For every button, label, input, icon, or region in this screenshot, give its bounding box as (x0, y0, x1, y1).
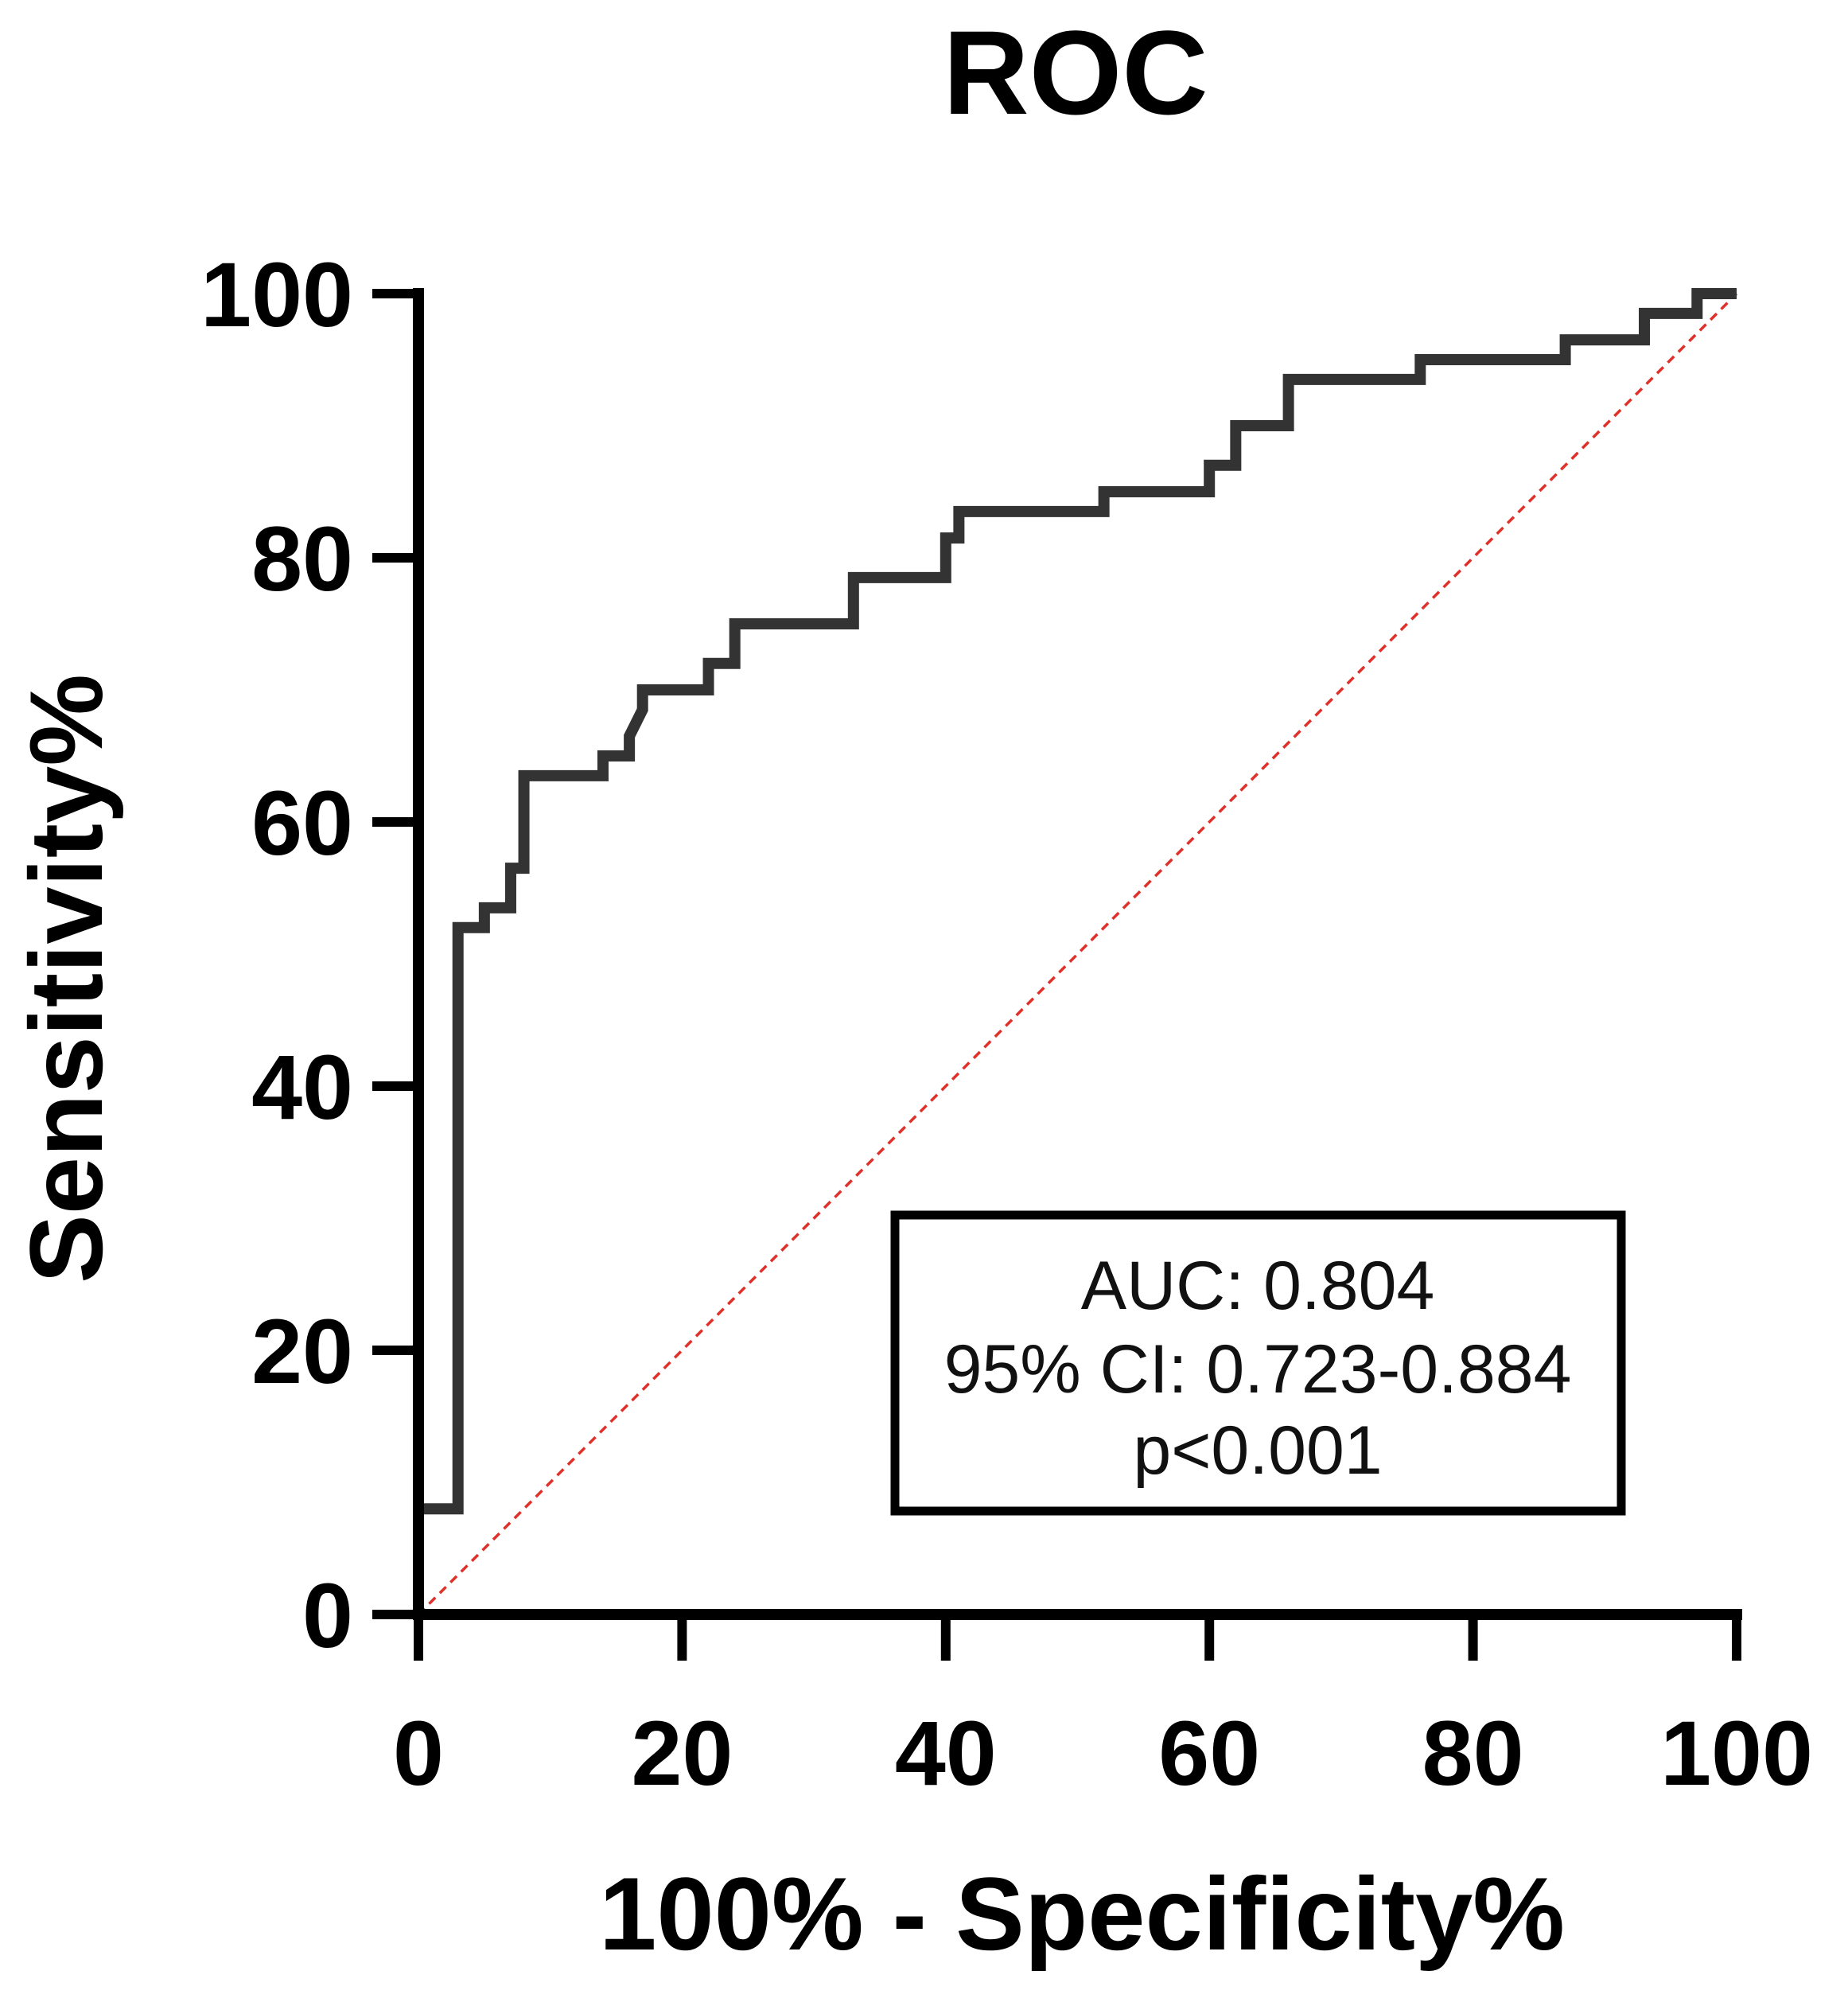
x-tick-label: 100 (1660, 1703, 1813, 1805)
y-axis-ticks: 0 20 40 60 80 100 (200, 244, 418, 1667)
y-tick-label: 60 (251, 773, 353, 874)
x-axis-title: 100% - Specificity% (599, 1856, 1565, 1972)
p-value-text: p<0.001 (1133, 1412, 1382, 1489)
x-tick-label: 40 (895, 1703, 997, 1805)
x-tick-label: 60 (1158, 1703, 1260, 1805)
x-tick-label: 0 (393, 1703, 444, 1805)
x-tick-label: 20 (631, 1703, 733, 1805)
chart-title: ROC (943, 6, 1208, 139)
y-tick-label: 0 (302, 1565, 353, 1667)
y-tick-label: 40 (251, 1037, 353, 1139)
stats-annotation: AUC: 0.804 95% CI: 0.723-0.884 p<0.001 (890, 1210, 1626, 1516)
x-axis-ticks: 0 20 40 60 80 100 (393, 1614, 1813, 1805)
auc-text: AUC: 0.804 (1081, 1248, 1435, 1324)
y-axis-title: Sensitivity% (8, 674, 124, 1283)
x-tick-label: 80 (1422, 1703, 1524, 1805)
confidence-interval-text: 95% CI: 0.723-0.884 (944, 1331, 1572, 1408)
reference-line (417, 292, 1738, 1616)
y-tick-label: 100 (200, 244, 353, 346)
y-tick-label: 80 (251, 508, 353, 610)
y-tick-label: 20 (251, 1301, 353, 1403)
stats-annotation-box (890, 1210, 1626, 1516)
roc-curve-line (413, 288, 1737, 1614)
